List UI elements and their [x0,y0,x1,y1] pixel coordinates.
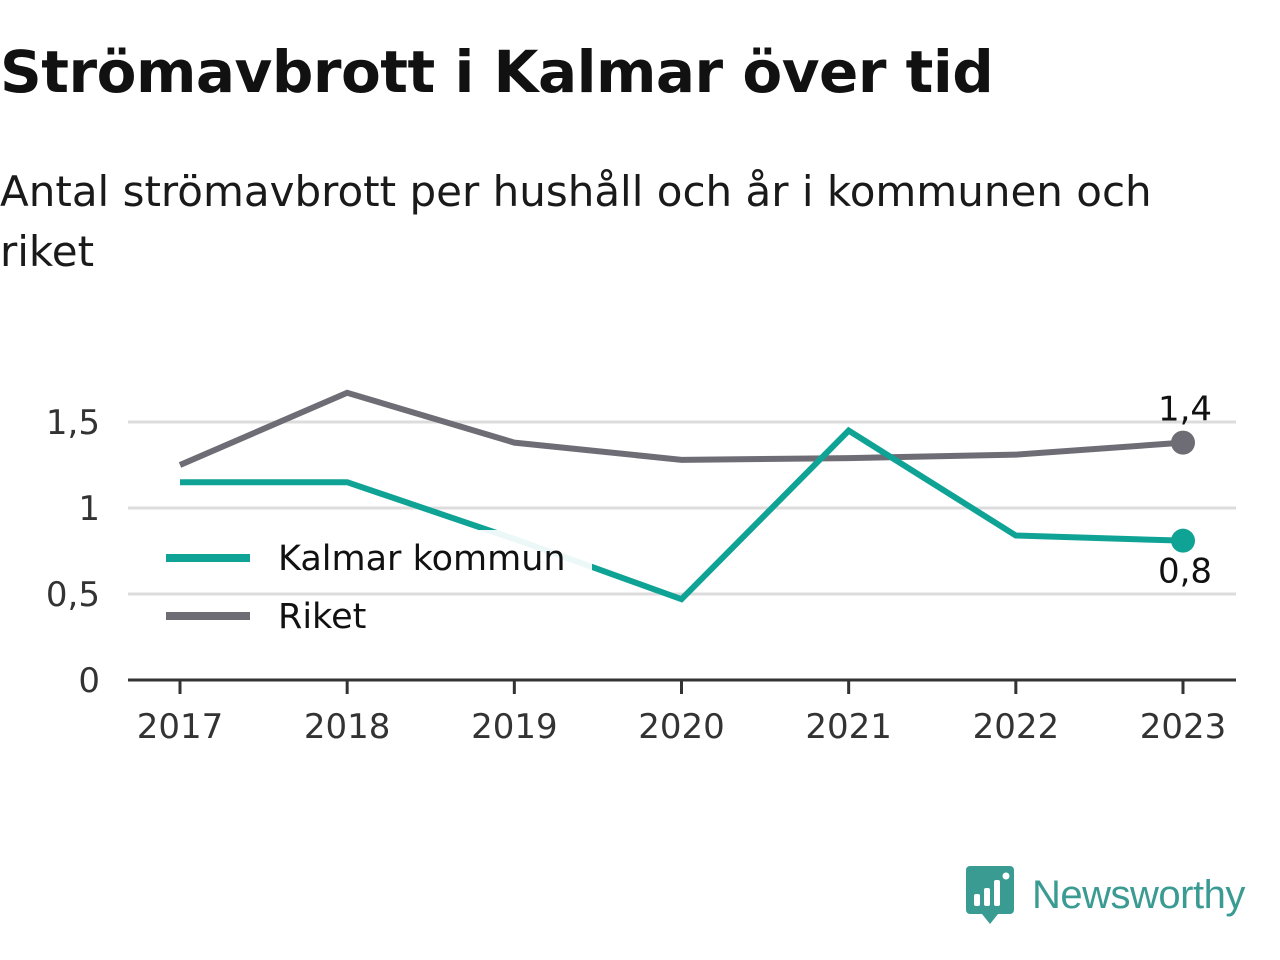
x-tick-label: 2017 [137,707,224,747]
chart-subtitle: Antal strömavbrott per hushåll och år i … [0,167,1152,276]
series-end-point [1171,430,1195,455]
y-tick-label: 1,5 [46,403,100,443]
legend-label: Riket [278,597,366,637]
x-tick-label: 2018 [304,707,391,747]
x-tick-label: 2023 [1140,707,1227,747]
series-line [178,389,1184,468]
x-tick-label: 2021 [805,707,892,747]
chart-title: Strömavbrott i Kalmar över tid [0,38,994,106]
x-tick-label: 2022 [973,707,1060,747]
brand-logo: Newsworthy [964,864,1245,926]
end-value-label: 0,8 [1158,552,1212,592]
y-tick-label: 1 [78,489,100,529]
newsworthy-logo-icon [966,866,1014,924]
brand-name: Newsworthy [1032,872,1245,917]
x-tick-label: 2020 [638,707,725,747]
series-end-point [1171,528,1195,553]
y-tick-label: 0 [78,661,100,701]
series-line [180,426,1184,603]
y-tick-label: 0,5 [46,575,100,615]
end-value-label: 1,4 [1158,390,1212,430]
legend-label: Kalmar kommun [278,539,566,579]
x-tick-label: 2019 [471,707,558,747]
